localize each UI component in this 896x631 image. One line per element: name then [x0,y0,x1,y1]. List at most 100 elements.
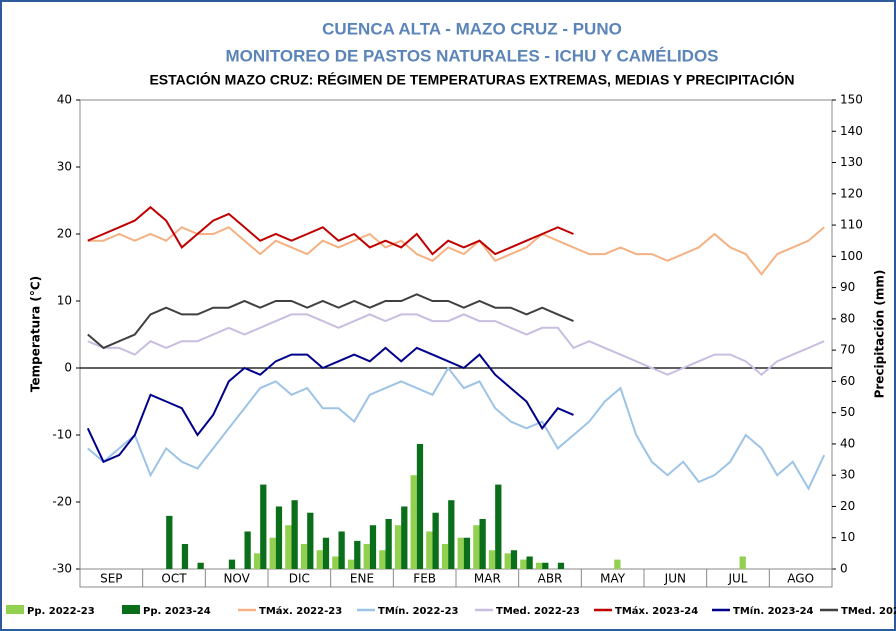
precip-bar [394,525,402,569]
y-tick-label: -30 [52,562,72,576]
precip-bar [300,543,308,569]
x-tick-label: MAR [474,572,501,586]
precip-bar [448,500,455,569]
y2-tick-label: 20 [840,499,855,513]
precip-bar [332,556,339,569]
precip-bar [479,518,486,569]
y2-tick-label: 140 [840,124,863,138]
y-tick-label: 0 [64,361,72,375]
temp-line [87,366,826,491]
precip-bar [347,559,355,569]
precip-bar [535,562,543,569]
temp-line [86,346,574,464]
x-tick-label: JUN [664,572,686,586]
legend-swatch [122,605,140,614]
temp-line [87,205,574,256]
precip-bar [432,512,439,569]
legend-label: TMín. 2022-23 [378,605,459,617]
precip-bar [426,531,433,569]
y2-tick-label: 100 [840,249,863,263]
precip-bar [520,559,527,569]
precip-bar [269,537,276,569]
precip-bar [473,525,480,569]
y2-tick-label: 90 [840,280,855,294]
temp-line [87,293,574,350]
precip-bar [316,550,323,569]
legend-label: Pp. 2023-24 [143,606,211,617]
y2-tick-label: 120 [840,186,863,200]
precip-bar [291,500,298,569]
precip-bar [244,531,251,569]
x-tick-label: MAY [600,572,626,586]
y-tick-label: -20 [52,495,72,509]
y-tick-label: 30 [57,160,72,174]
precip-bar [526,556,533,569]
y-tick-label: 10 [57,294,72,308]
precip-bar [307,512,314,569]
temp-line [87,226,825,276]
precip-bar [739,556,746,569]
y2-tick-label: 30 [840,468,855,482]
y2-tick-label: 10 [840,530,855,544]
precip-bar [322,537,330,569]
y2-tick-label: 110 [840,218,863,232]
precip-bar [488,550,496,569]
x-tick-label: FEB [413,572,436,586]
precip-bar [410,475,417,569]
y2-tick-label: 40 [840,436,855,450]
precip-bar [338,531,345,569]
precip-bar [510,550,518,569]
precip-bar [253,553,261,569]
precip-bar [363,543,370,569]
legend-label: TMáx. 2023-24 [615,605,698,617]
y2-tick-label: 150 [840,93,863,107]
chart-title: CUENCA ALTA - MAZO CRUZ - PUNO [322,19,622,38]
x-tick-label: SEP [100,572,122,586]
precip-bar [495,484,502,569]
precip-bar [401,506,408,569]
precip-bar [542,562,549,569]
chart-subtitle: MONITOREO DE PASTOS NATURALES - ICHU Y C… [225,46,718,65]
precip-bar [379,550,386,569]
precip-bar [416,443,424,569]
y2-tick-label: 60 [840,374,855,388]
legend-label: TMín. 2023-24 [733,605,814,617]
x-tick-label: ABR [538,572,563,586]
legend-label: TMed. 2023-24 [841,606,896,617]
y2-axis-title: Precipitación (mm) [873,270,887,399]
legend-label: Pp. 2022-23 [27,606,95,617]
precip-bar [285,525,292,569]
precip-bar [369,525,377,569]
x-tick-label: OCT [161,572,187,586]
precip-bar [614,559,621,569]
precip-bar [228,559,236,569]
y-axis-title: Temperatura (°C) [29,276,43,392]
precip-bar [457,537,464,569]
y2-tick-label: 80 [840,311,855,325]
y2-tick-label: 70 [840,343,855,357]
precip-bar [181,543,189,569]
chart-subtitle: ESTACIÓN MAZO CRUZ: RÉGIMEN DE TEMPERATU… [149,71,794,88]
y-tick-label: 20 [57,227,72,241]
precip-bar [260,484,267,569]
precip-bar [385,518,392,569]
precip-bar [463,537,471,569]
precip-bar [275,506,283,569]
precip-bar [166,515,173,569]
legend-label: TMed. 2022-23 [496,606,580,617]
y-tick-label: -10 [52,428,72,442]
y2-tick-label: 130 [840,155,863,169]
y-tick-label: 40 [57,93,72,107]
x-tick-label: AGO [787,572,814,586]
legend-swatch [6,605,24,614]
precip-bar [354,540,361,569]
x-tick-label: DIC [289,572,310,586]
y2-tick-label: 50 [840,405,855,419]
precip-bar [197,562,204,569]
precip-bar [504,553,511,569]
y2-tick-label: 0 [840,562,848,576]
precip-bar [441,543,449,569]
x-tick-label: NOV [223,572,250,586]
